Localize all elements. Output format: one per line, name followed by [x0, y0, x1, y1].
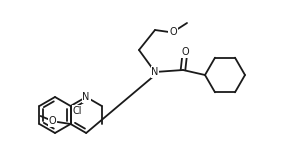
- Text: O: O: [49, 116, 56, 126]
- Text: O: O: [181, 47, 189, 57]
- Text: Cl: Cl: [73, 106, 82, 116]
- Text: N: N: [151, 67, 159, 77]
- Text: O: O: [169, 27, 177, 37]
- Text: N: N: [82, 92, 90, 102]
